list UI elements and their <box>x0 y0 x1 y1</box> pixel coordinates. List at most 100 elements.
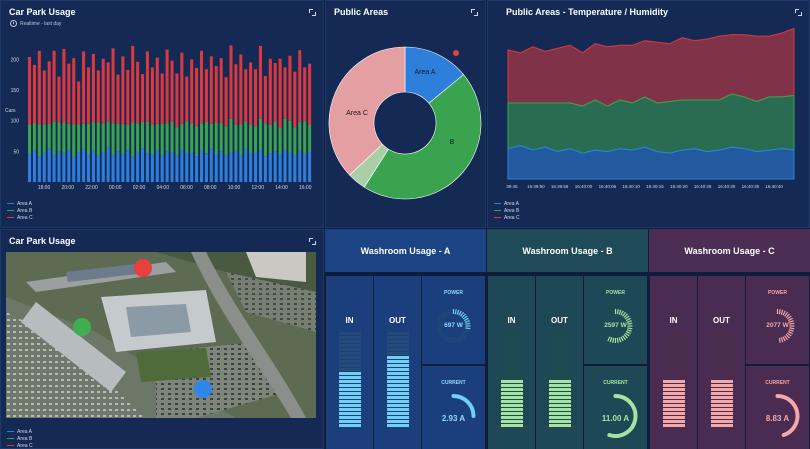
level-bar <box>710 408 733 411</box>
level-bar <box>500 344 523 347</box>
bar-segment <box>199 123 204 151</box>
gauge-tick <box>769 336 773 342</box>
bar-segment <box>165 151 169 182</box>
level-bar <box>710 352 733 355</box>
level-meter <box>500 332 523 428</box>
y-tick-label: 50 <box>13 149 19 155</box>
x-tick-label: 16:40:35 <box>742 184 760 189</box>
map-legend-item[interactable]: Area A <box>7 428 33 435</box>
car-park-legend-item[interactable]: Area B <box>7 207 33 214</box>
legend-label: Area C <box>17 214 33 221</box>
expand-icon[interactable] <box>309 238 316 245</box>
level-bar <box>338 348 361 351</box>
gauge-tick <box>767 311 771 317</box>
x-tick-label: 06:00 <box>180 185 193 191</box>
level-bar <box>386 384 409 387</box>
level-bar <box>710 348 733 351</box>
x-tick-label: 16:40:40 <box>765 184 783 189</box>
gauge-tick <box>450 309 453 315</box>
x-tick-label: 10:00 <box>228 185 241 191</box>
chart-subtitle: Realtime - last day <box>10 20 61 27</box>
bar-segment <box>131 122 135 157</box>
level-bar <box>500 340 523 343</box>
gauge-tick <box>465 327 471 330</box>
gauge-tick <box>627 327 633 330</box>
bar-segment <box>224 126 228 156</box>
level-bar <box>500 392 523 395</box>
expand-icon[interactable] <box>309 9 316 16</box>
gauge-tick <box>460 335 464 341</box>
level-meter <box>386 332 409 428</box>
bar-segment <box>155 57 159 124</box>
washroom-power-card: POWER 2597 W <box>584 276 647 364</box>
x-tick-label: 18:00 <box>38 185 51 191</box>
map-marker[interactable] <box>134 259 152 277</box>
level-bar <box>386 412 409 415</box>
gauge-tick <box>609 337 613 343</box>
washroom-out-label: OUT <box>551 316 568 325</box>
bar-segment <box>273 121 277 152</box>
gauge-tick <box>623 334 628 339</box>
gauge-tick <box>601 315 607 320</box>
gauge-tick <box>763 332 769 337</box>
level-bar <box>662 388 685 391</box>
map-marker[interactable] <box>73 318 91 336</box>
bar-segment <box>244 121 248 149</box>
washroom-in-card: IN <box>326 276 373 449</box>
legend-label: Area B <box>504 207 520 214</box>
bar-segment <box>308 151 312 182</box>
bar-segment <box>96 70 100 123</box>
bar-segment <box>86 154 91 182</box>
power-gauge <box>436 309 471 343</box>
map-legend-item[interactable]: Area B <box>7 435 33 442</box>
bar-segment <box>185 153 189 182</box>
gauge-tick <box>605 335 609 341</box>
bar-segment <box>199 150 204 182</box>
gauge-tick <box>782 336 786 342</box>
bar-segment <box>136 151 140 182</box>
aerial-map[interactable] <box>6 252 316 418</box>
expand-icon[interactable] <box>795 9 802 16</box>
bar-segment <box>195 67 199 127</box>
map-houses <box>246 252 306 282</box>
bar-segment <box>229 45 233 119</box>
level-bar <box>386 404 409 407</box>
bar-segment <box>258 118 262 151</box>
bar-segment <box>283 149 287 182</box>
car-park-legend: Area A Area B Area C <box>7 200 33 221</box>
temp-humidity-legend-item[interactable]: Area B <box>494 207 520 214</box>
gauge-tick <box>443 311 447 317</box>
donut-slice[interactable] <box>328 46 406 176</box>
legend-swatch <box>7 216 14 219</box>
map-marker[interactable] <box>194 380 212 398</box>
bar-segment <box>249 153 253 182</box>
level-bar <box>710 416 733 419</box>
bar-segment <box>101 123 105 153</box>
temp-humidity-legend-item[interactable]: Area C <box>494 214 520 221</box>
map-legend-item[interactable]: Area C <box>7 442 33 448</box>
level-bar <box>338 412 361 415</box>
legend-label: Area C <box>504 214 520 221</box>
bar-segment <box>160 73 164 124</box>
level-bar <box>662 396 685 399</box>
power-gauge <box>760 309 795 343</box>
expand-icon[interactable] <box>471 9 478 16</box>
level-bar <box>338 376 361 379</box>
map-legend: Area A Area B Area C <box>7 428 33 448</box>
temp-humidity-legend-item[interactable]: Area A <box>494 200 520 207</box>
washroom-current-value: 8.83 A <box>765 414 790 423</box>
map-parking-east <box>226 272 316 332</box>
car-park-legend-item[interactable]: Area C <box>7 214 33 221</box>
bar-segment <box>308 63 312 125</box>
gauge-tick <box>464 320 470 323</box>
donut-slice[interactable] <box>363 74 482 200</box>
level-bar <box>386 356 409 359</box>
bar-segment <box>62 153 66 182</box>
gauge-tick <box>623 313 628 318</box>
level-bar <box>548 340 571 343</box>
bar-segment <box>62 48 66 123</box>
x-tick-label: 00:00 <box>109 185 122 191</box>
map-panel-title: Car Park Usage <box>9 236 76 246</box>
car-park-legend-item[interactable]: Area A <box>7 200 33 207</box>
bar-segment <box>234 150 238 182</box>
